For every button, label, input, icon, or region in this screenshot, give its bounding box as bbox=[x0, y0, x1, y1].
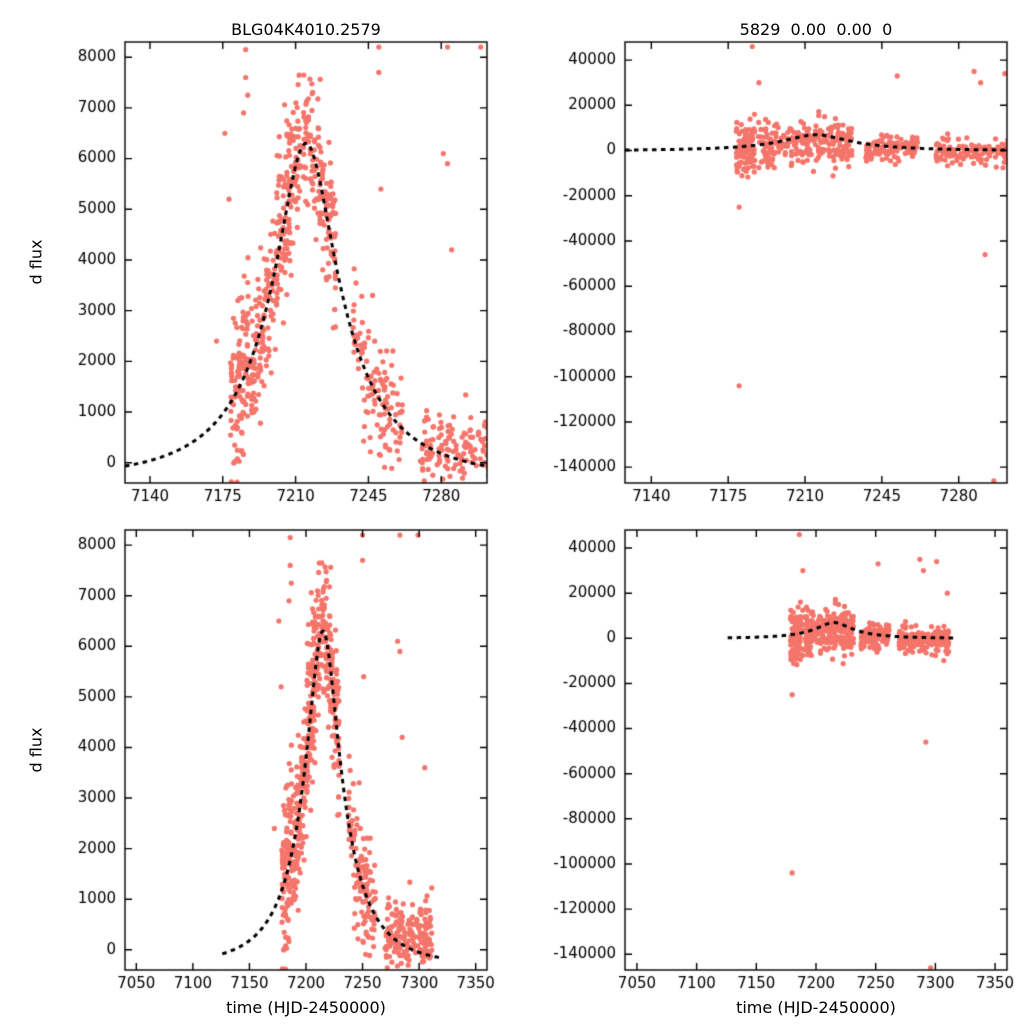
y-axis-label-top-left: d flux bbox=[26, 239, 46, 285]
panel-title-top-left: BLG04K4010.2579 bbox=[231, 20, 381, 39]
y-axis-label-bottom-left: d flux bbox=[26, 727, 46, 773]
x-axis-label-bottom-left: time (HJD-2450000) bbox=[226, 998, 386, 1017]
panel-title-top-right: 5829 0.00 0.00 0 bbox=[739, 20, 893, 39]
x-axis-label-bottom-right: time (HJD-2450000) bbox=[736, 998, 896, 1017]
